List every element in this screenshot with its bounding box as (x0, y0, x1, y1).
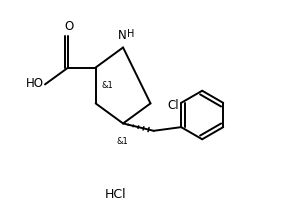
Text: H: H (127, 30, 135, 39)
Text: &1: &1 (102, 81, 113, 90)
Text: O: O (65, 20, 74, 33)
Text: HO: HO (26, 77, 44, 90)
Text: HCl: HCl (105, 188, 127, 201)
Text: &1: &1 (116, 137, 128, 146)
Text: N: N (118, 29, 126, 42)
Text: Cl: Cl (168, 99, 179, 112)
